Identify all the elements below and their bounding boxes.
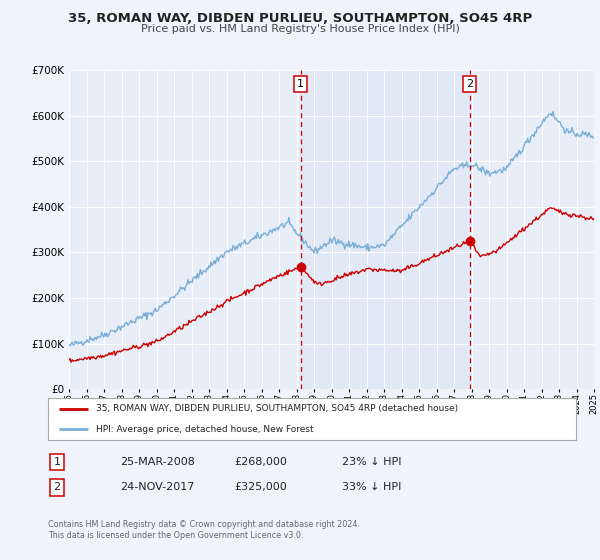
Text: 1: 1 bbox=[297, 80, 304, 90]
Text: 35, ROMAN WAY, DIBDEN PURLIEU, SOUTHAMPTON, SO45 4RP: 35, ROMAN WAY, DIBDEN PURLIEU, SOUTHAMPT… bbox=[68, 12, 532, 25]
Text: HPI: Average price, detached house, New Forest: HPI: Average price, detached house, New … bbox=[95, 424, 313, 433]
Text: 1: 1 bbox=[53, 457, 61, 467]
Text: Contains HM Land Registry data © Crown copyright and database right 2024.
This d: Contains HM Land Registry data © Crown c… bbox=[48, 520, 360, 540]
Text: £325,000: £325,000 bbox=[234, 482, 287, 492]
Text: 2: 2 bbox=[53, 482, 61, 492]
Text: 25-MAR-2008: 25-MAR-2008 bbox=[120, 457, 195, 467]
Text: 2: 2 bbox=[466, 80, 473, 90]
Bar bbox=[301, 70, 470, 389]
Text: 23% ↓ HPI: 23% ↓ HPI bbox=[342, 457, 401, 467]
Text: 33% ↓ HPI: 33% ↓ HPI bbox=[342, 482, 401, 492]
Text: £268,000: £268,000 bbox=[234, 457, 287, 467]
Text: 24-NOV-2017: 24-NOV-2017 bbox=[120, 482, 194, 492]
Text: 35, ROMAN WAY, DIBDEN PURLIEU, SOUTHAMPTON, SO45 4RP (detached house): 35, ROMAN WAY, DIBDEN PURLIEU, SOUTHAMPT… bbox=[95, 404, 458, 413]
Text: Price paid vs. HM Land Registry's House Price Index (HPI): Price paid vs. HM Land Registry's House … bbox=[140, 24, 460, 34]
